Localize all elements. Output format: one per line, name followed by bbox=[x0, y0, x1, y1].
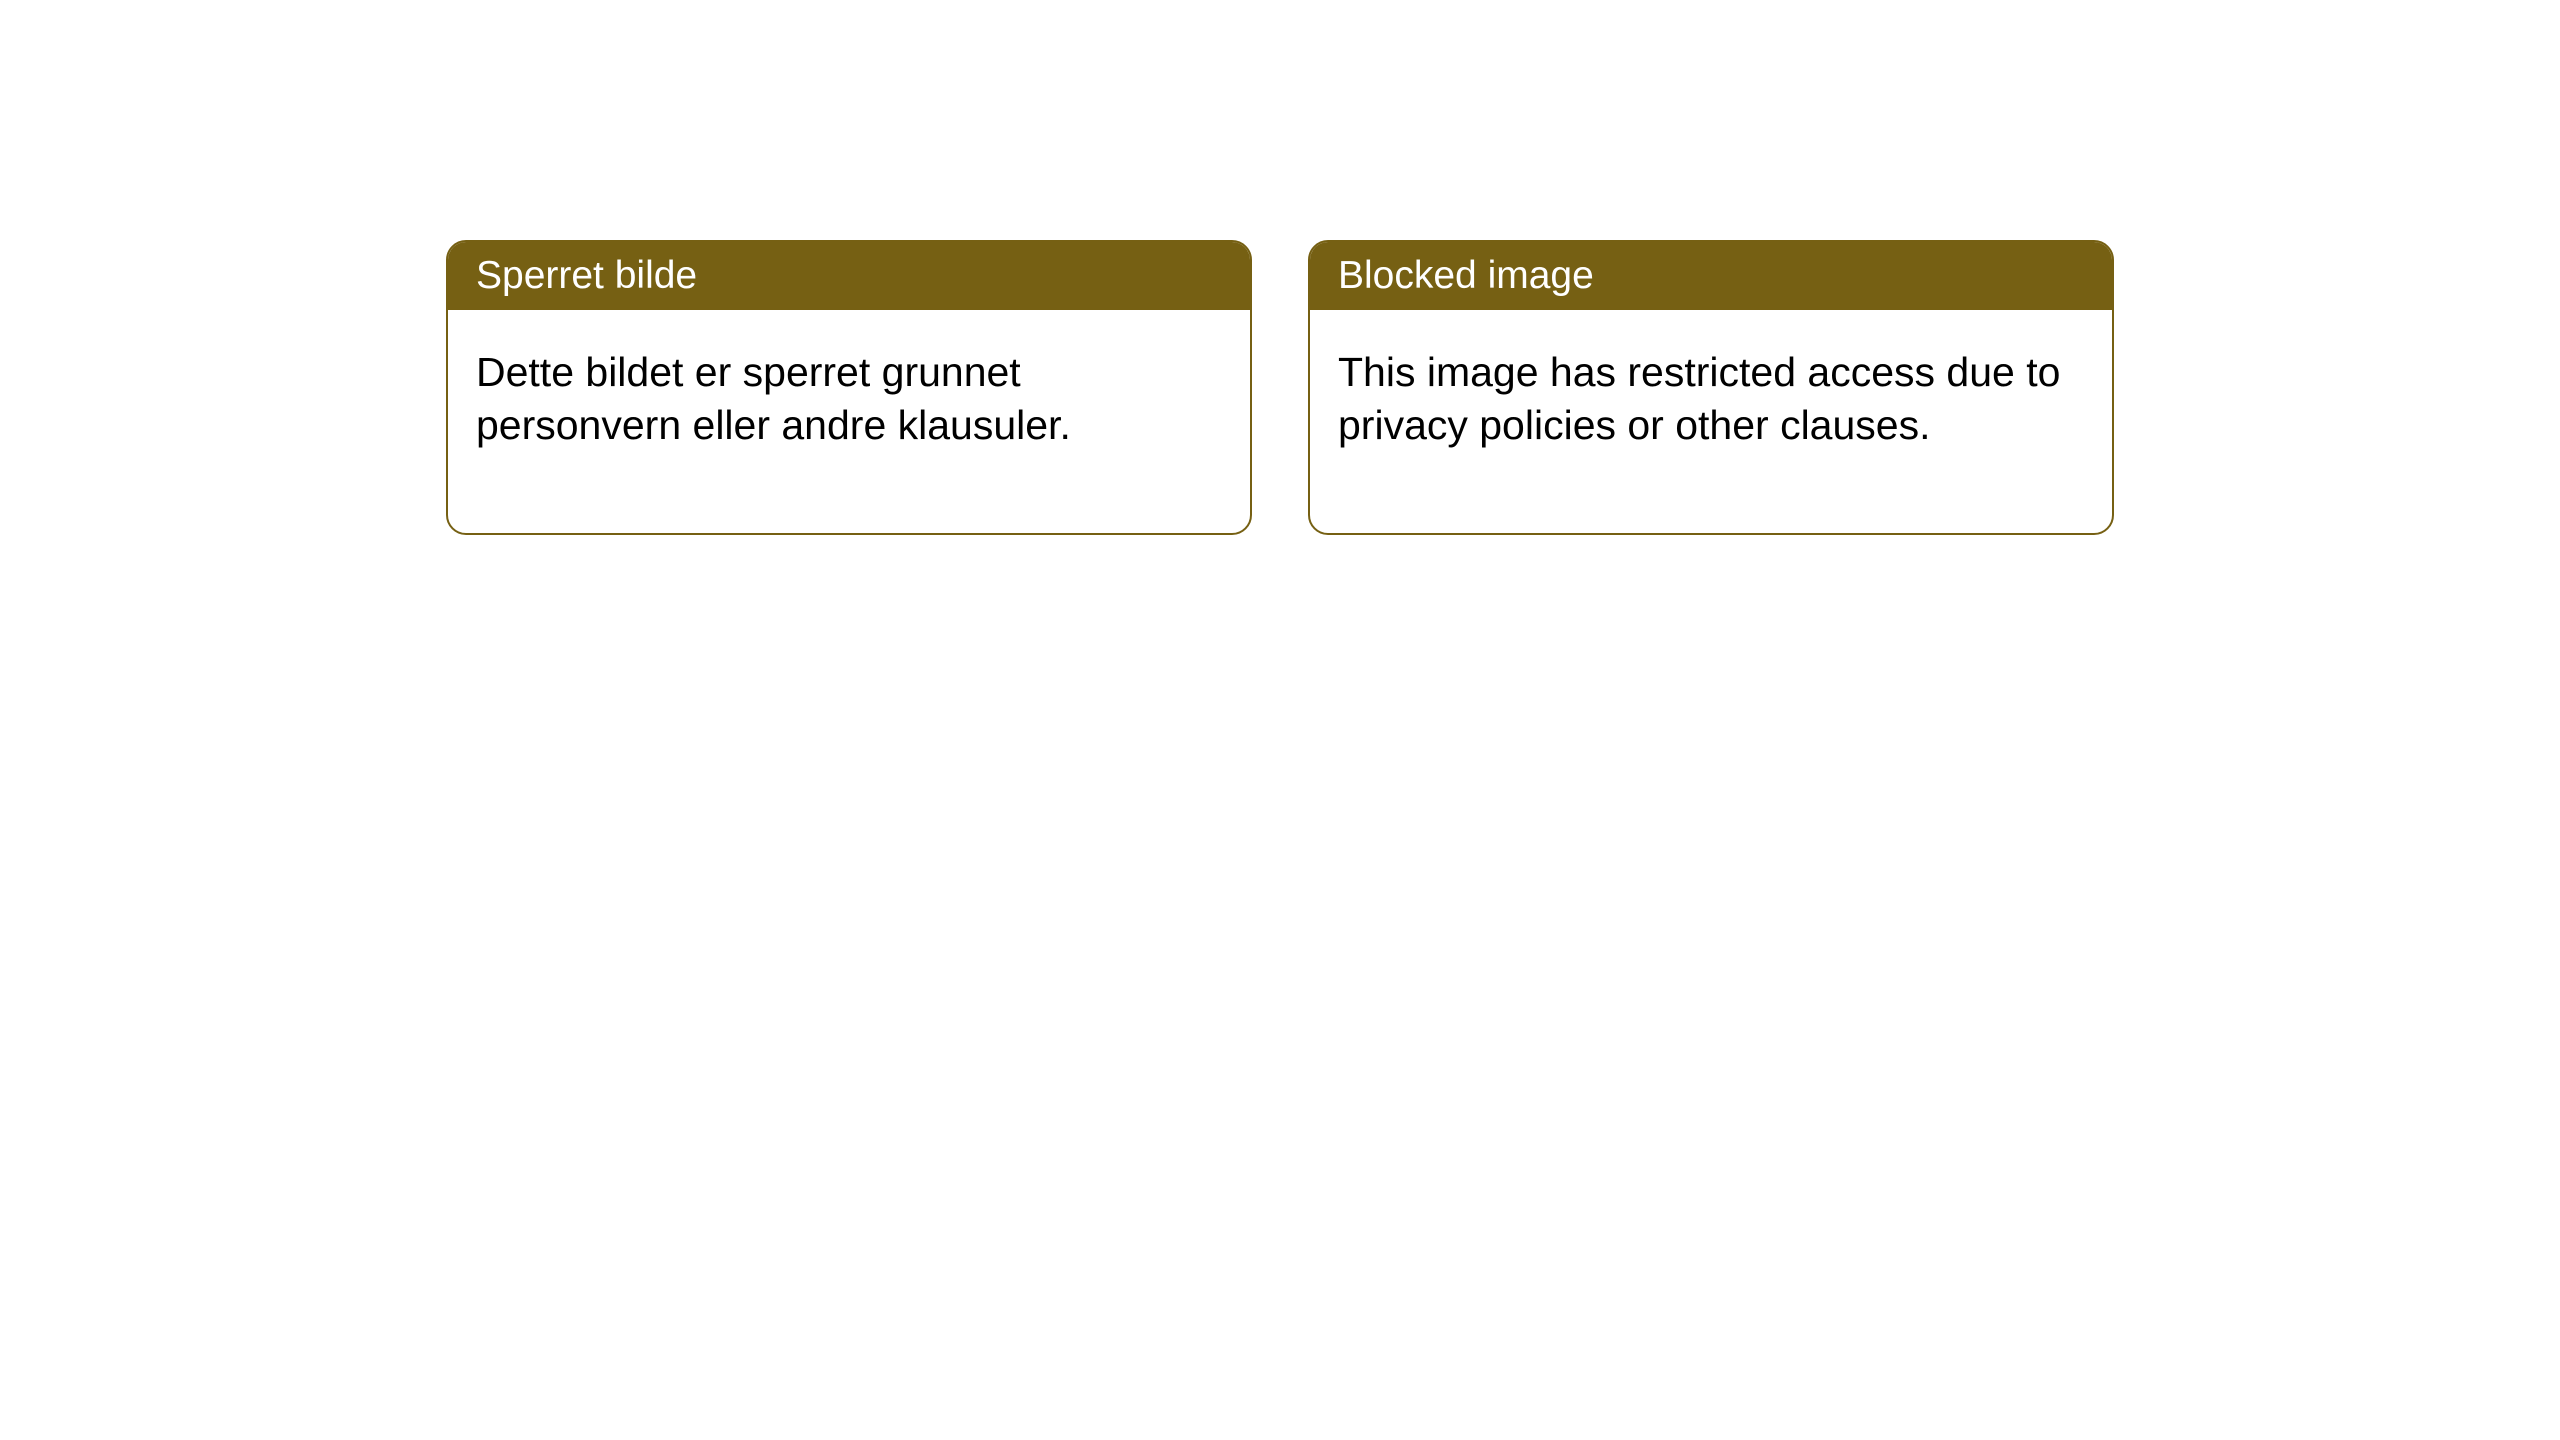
notice-body: Dette bildet er sperret grunnet personve… bbox=[448, 310, 1250, 533]
notice-card-norwegian: Sperret bilde Dette bildet er sperret gr… bbox=[446, 240, 1252, 535]
blocked-image-notices: Sperret bilde Dette bildet er sperret gr… bbox=[446, 240, 2114, 535]
notice-title: Blocked image bbox=[1310, 242, 2112, 310]
notice-card-english: Blocked image This image has restricted … bbox=[1308, 240, 2114, 535]
notice-title: Sperret bilde bbox=[448, 242, 1250, 310]
notice-body: This image has restricted access due to … bbox=[1310, 310, 2112, 533]
